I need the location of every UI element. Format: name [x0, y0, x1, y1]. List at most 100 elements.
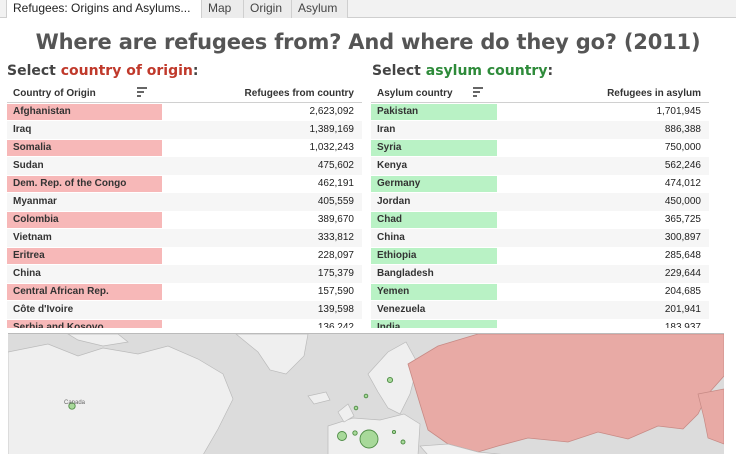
origin-country-name[interactable]: Sudan: [13, 160, 44, 171]
asylum-table-row[interactable]: Venezuela 201,941: [371, 301, 709, 319]
asylum-country-name[interactable]: Chad: [371, 212, 497, 228]
tab-map[interactable]: Map: [202, 0, 244, 18]
map-land-greenland: [235, 334, 309, 375]
origin-rows: Afghanistan 2,623,092 Iraq 1,389,169 Somalia…: [7, 103, 362, 328]
origin-country-name[interactable]: China: [13, 268, 41, 279]
origin-country-name[interactable]: Côte d'Ivoire: [13, 304, 74, 315]
asylum-refugee-count: 450,000: [664, 196, 701, 207]
origin-table-row[interactable]: Côte d'Ivoire 139,598: [7, 301, 362, 319]
asylum-table-row[interactable]: India 183,937: [371, 319, 709, 328]
asylum-country-name[interactable]: Jordan: [377, 196, 411, 207]
origin-country-name[interactable]: Iraq: [13, 124, 32, 135]
origin-refugee-count: 175,379: [317, 268, 354, 279]
sort-icon[interactable]: [473, 87, 483, 97]
asylum-refugee-count: 365,725: [664, 214, 701, 225]
origin-table-row[interactable]: Central African Rep. 157,590: [7, 283, 362, 301]
asylum-table-row[interactable]: Yemen 204,685: [371, 283, 709, 301]
origin-table-row[interactable]: Dem. Rep. of the Congo 462,191: [7, 175, 362, 193]
asylum-table-row[interactable]: Syria 750,000: [371, 139, 709, 157]
origin-table-row[interactable]: Iraq 1,389,169: [7, 121, 362, 139]
asylum-country-name[interactable]: India: [371, 320, 497, 328]
origin-country-name[interactable]: Serbia and Kosovo: [7, 320, 162, 328]
origin-refugee-count: 136,242: [317, 322, 354, 328]
origin-country-name[interactable]: Dem. Rep. of the Congo: [7, 176, 162, 192]
asylum-country-name[interactable]: Ethiopia: [371, 248, 497, 264]
tab-refugees-origins-asylums[interactable]: Refugees: Origins and Asylums...: [6, 0, 202, 18]
tab-origin[interactable]: Origin: [244, 0, 292, 18]
origin-table-row[interactable]: Eritrea 228,097: [7, 247, 362, 265]
origin-select-accent: country of origin: [60, 63, 193, 79]
asylum-select-prefix: Select: [372, 63, 426, 79]
origin-table-row[interactable]: Myanmar 405,559: [7, 193, 362, 211]
origin-refugee-count: 475,602: [317, 160, 354, 171]
map-bubble-poland: [391, 429, 397, 435]
asylum-country-name[interactable]: Bangladesh: [377, 268, 434, 279]
origin-table-row[interactable]: Sudan 475,602: [7, 157, 362, 175]
origin-refugee-count: 139,598: [317, 304, 354, 315]
asylum-select-accent: asylum country: [425, 63, 548, 79]
origin-country-name[interactable]: Vietnam: [13, 232, 52, 243]
origin-table-row[interactable]: Afghanistan 2,623,092: [7, 103, 362, 121]
asylum-table-row[interactable]: Jordan 450,000: [371, 193, 709, 211]
origin-refugee-count: 405,559: [317, 196, 354, 207]
asylum-table-row[interactable]: Ethiopia 285,648: [371, 247, 709, 265]
origin-table-row[interactable]: China 175,379: [7, 265, 362, 283]
asylum-country-name[interactable]: Iran: [377, 124, 396, 135]
asylum-header-name: Asylum country: [377, 88, 453, 99]
asylum-select-label: Select asylum country:: [372, 63, 553, 79]
origin-refugee-count: 462,191: [317, 178, 354, 189]
map-land-russia: [407, 334, 724, 453]
asylum-table-row[interactable]: Chad 365,725: [371, 211, 709, 229]
asylum-table-row[interactable]: Bangladesh 229,644: [371, 265, 709, 283]
asylum-table-row[interactable]: Pakistan 1,701,945: [371, 103, 709, 121]
asylum-country-name[interactable]: Syria: [371, 140, 497, 156]
origin-table: Country of Origin Refugees from country …: [7, 84, 362, 328]
asylum-country-name[interactable]: Venezuela: [377, 304, 426, 315]
origin-refugee-count: 1,389,169: [309, 124, 355, 135]
origin-country-name[interactable]: Eritrea: [7, 248, 162, 264]
asylum-country-name[interactable]: Germany: [371, 176, 497, 192]
origin-table-row[interactable]: Colombia 389,670: [7, 211, 362, 229]
world-map[interactable]: Canada: [8, 333, 724, 454]
asylum-refugee-count: 750,000: [664, 142, 701, 153]
map-land-arctic-islands: [67, 334, 129, 347]
map-bubble-canada: [68, 402, 76, 410]
map-land-kamchatka: [697, 388, 724, 445]
map-bubble-netherlands: [352, 430, 358, 436]
sort-icon[interactable]: [137, 87, 147, 97]
origin-country-name[interactable]: Central African Rep.: [7, 284, 162, 300]
asylum-table-row[interactable]: Kenya 562,246: [371, 157, 709, 175]
tab-bar: Refugees: Origins and Asylums... Map Ori…: [0, 0, 736, 18]
origin-country-name[interactable]: Colombia: [7, 212, 162, 228]
asylum-refugee-count: 1,701,945: [656, 106, 702, 117]
origin-table-row[interactable]: Vietnam 333,812: [7, 229, 362, 247]
origin-table-row[interactable]: Serbia and Kosovo 136,242: [7, 319, 362, 328]
asylum-country-name[interactable]: Kenya: [377, 160, 408, 171]
map-land-british-isles: [337, 403, 355, 423]
map-land-north-america: [8, 343, 234, 454]
asylum-refugee-count: 300,897: [664, 232, 701, 243]
map-land-central-asia: [419, 443, 502, 454]
origin-header-name: Country of Origin: [13, 88, 96, 99]
origin-country-name[interactable]: Myanmar: [13, 196, 57, 207]
asylum-table-row[interactable]: China 300,897: [371, 229, 709, 247]
origin-select-prefix: Select: [7, 63, 61, 79]
origin-country-name[interactable]: Somalia: [7, 140, 162, 156]
asylum-country-name[interactable]: Pakistan: [371, 104, 497, 120]
origin-table-row[interactable]: Somalia 1,032,243: [7, 139, 362, 157]
map-label-canada: Canada: [64, 400, 86, 406]
asylum-refugee-count: 204,685: [664, 286, 701, 297]
map-bubble-germany: [359, 429, 379, 449]
asylum-country-name[interactable]: Yemen: [371, 284, 497, 300]
asylum-refugee-count: 201,941: [664, 304, 701, 315]
asylum-table-row[interactable]: Iran 886,388: [371, 121, 709, 139]
asylum-refugee-count: 285,648: [664, 250, 701, 261]
origin-country-name[interactable]: Afghanistan: [7, 104, 162, 120]
map-bubble-austria: [400, 439, 406, 445]
asylum-table: Asylum country Refugees in asylum Pakist…: [371, 84, 709, 328]
origin-select-suffix: :: [192, 63, 199, 79]
tab-asylum[interactable]: Asylum: [292, 0, 348, 18]
asylum-rows: Pakistan 1,701,945 Iran 886,388 Syria 750,000…: [371, 103, 709, 328]
asylum-table-row[interactable]: Germany 474,012: [371, 175, 709, 193]
asylum-country-name[interactable]: China: [377, 232, 405, 243]
